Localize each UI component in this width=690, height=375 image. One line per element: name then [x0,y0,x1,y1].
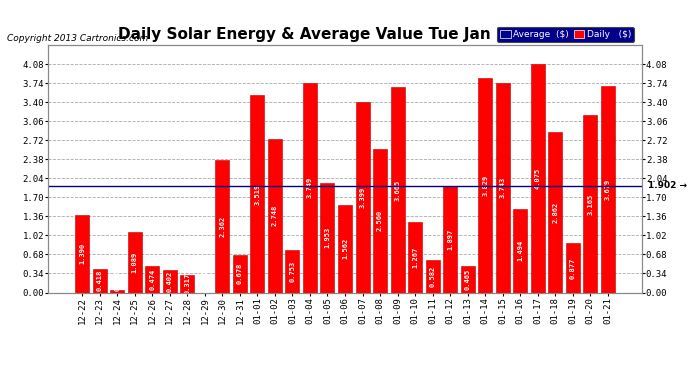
Bar [303,82,317,292]
Text: 2.560: 2.560 [377,210,383,231]
Text: 3.399: 3.399 [359,187,366,208]
Bar [110,290,124,292]
Bar [180,275,195,292]
Text: 3.665: 3.665 [395,179,400,201]
Bar [443,186,457,292]
Bar [215,160,229,292]
Bar [250,96,264,292]
Text: Copyright 2013 Cartronics.com: Copyright 2013 Cartronics.com [7,34,148,43]
Bar [146,266,159,292]
Text: 3.743: 3.743 [500,177,506,198]
Text: 1.902 →: 1.902 → [648,182,687,190]
Text: 0.678: 0.678 [237,263,243,284]
Text: 0.753: 0.753 [290,261,295,282]
Bar [548,132,562,292]
Bar [338,205,352,292]
Text: 3.829: 3.829 [482,175,488,196]
Text: 1.494: 1.494 [517,240,523,261]
Text: 3.519: 3.519 [255,183,260,205]
Text: 0.465: 0.465 [464,269,471,290]
Text: 2.748: 2.748 [272,205,278,226]
Text: 1.089: 1.089 [132,251,138,273]
Text: 1.390: 1.390 [79,243,86,264]
Bar [320,183,335,292]
Text: 1.897: 1.897 [447,229,453,250]
Bar [601,87,615,292]
Text: 3.165: 3.165 [587,193,593,214]
Bar [513,209,527,292]
Bar [373,149,387,292]
Bar [286,251,299,292]
Bar [583,115,598,292]
Text: 0.317: 0.317 [184,273,190,294]
Bar [233,255,247,292]
Bar [461,267,475,292]
Legend: Average  ($), Daily   ($): Average ($), Daily ($) [497,27,634,42]
Bar [128,231,142,292]
Text: 3.749: 3.749 [307,177,313,198]
Text: 0.000: 0.000 [202,270,208,291]
Text: 0.402: 0.402 [167,271,173,292]
Bar [355,102,370,292]
Text: 0.582: 0.582 [430,266,435,287]
Title: Daily Solar Energy & Average Value Tue Jan 22 07:20: Daily Solar Energy & Average Value Tue J… [118,27,572,42]
Text: 2.362: 2.362 [219,216,226,237]
Text: 0.474: 0.474 [149,268,155,290]
Text: 3.679: 3.679 [604,179,611,200]
Bar [566,243,580,292]
Bar [75,214,89,292]
Bar [163,270,177,292]
Text: 2.862: 2.862 [552,202,558,223]
Bar [426,260,440,292]
Text: 0.045: 0.045 [115,270,120,291]
Text: 0.418: 0.418 [97,270,103,291]
Text: 1.267: 1.267 [412,246,418,268]
Bar [495,83,510,292]
Bar [391,87,404,292]
Bar [408,222,422,292]
Bar [478,78,492,292]
Text: 1.953: 1.953 [324,227,331,249]
Bar [92,269,107,292]
Text: 1.562: 1.562 [342,238,348,260]
Bar [268,139,282,292]
Text: 4.075: 4.075 [535,168,541,189]
Text: 0.877: 0.877 [570,257,575,279]
Bar [531,64,544,292]
